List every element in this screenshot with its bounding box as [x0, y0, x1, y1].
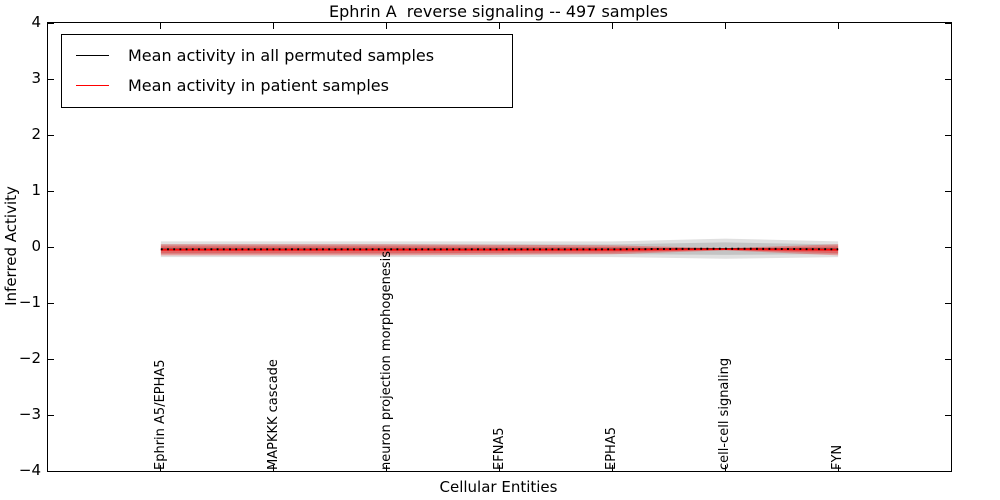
y-tick-right	[945, 134, 951, 136]
y-tick-label: 1	[31, 181, 41, 199]
y-tick-left	[48, 358, 54, 360]
x-tick-top	[386, 23, 388, 29]
chart-title: Ephrin A reverse signaling -- 497 sample…	[329, 2, 668, 21]
x-tick-bottom	[273, 465, 275, 471]
x-tick-top	[499, 23, 500, 29]
x-tick-top	[724, 23, 726, 29]
legend-label: Mean activity in all permuted samples	[128, 45, 435, 65]
x-category-label: EFNA5	[491, 427, 507, 470]
y-tick-right	[945, 22, 951, 24]
y-tick-right	[945, 358, 951, 360]
y-tick-right	[945, 302, 951, 304]
mean-line-patient	[160, 248, 839, 251]
x-category-label: neuron projection morphogenesis	[378, 251, 394, 470]
x-tick-top	[611, 23, 613, 29]
y-tick-label: 4	[31, 13, 41, 31]
plot-area: Mean activity in all permuted samples Me…	[47, 22, 952, 472]
chart-canvas	[160, 238, 839, 259]
x-tick-top	[273, 23, 275, 29]
x-tick-bottom	[386, 465, 388, 471]
y-tick-left	[48, 246, 54, 248]
y-tick-label: 2	[31, 125, 41, 143]
y-tick-right	[945, 470, 951, 472]
x-tick-bottom	[837, 465, 839, 471]
y-tick-left	[48, 414, 54, 416]
x-category-label: MAPKKK cascade	[265, 359, 281, 470]
y-tick-right	[945, 190, 951, 192]
y-tick-left	[48, 22, 54, 24]
mean-line-permuted-dotted	[160, 247, 839, 251]
y-tick-right	[945, 246, 951, 248]
x-tick-top	[160, 23, 162, 29]
y-tick-label: −4	[18, 461, 41, 479]
y-tick-label: −1	[18, 293, 41, 311]
x-tick-bottom	[160, 465, 162, 471]
legend-line-swatch-red	[76, 84, 109, 86]
band-permuted	[160, 238, 839, 259]
legend-entry-patient: Mean activity in patient samples	[62, 70, 512, 100]
y-tick-label: 3	[31, 69, 41, 87]
y-tick-left	[48, 190, 54, 192]
x-category-label: EPHA5	[604, 427, 620, 470]
y-tick-label: −3	[18, 405, 41, 423]
x-category-label: Ephrin A5/EPHA5	[152, 359, 168, 470]
y-tick-left	[48, 78, 54, 80]
y-tick-label: −2	[18, 349, 41, 367]
y-tick-left	[48, 470, 54, 472]
x-category-label: cell-cell signaling	[717, 357, 733, 470]
x-tick-bottom	[611, 465, 613, 471]
legend: Mean activity in all permuted samples Me…	[61, 34, 513, 108]
legend-label: Mean activity in patient samples	[128, 75, 389, 95]
band-permuted	[160, 242, 839, 255]
x-tick-top	[837, 23, 839, 29]
x-tick-bottom	[724, 465, 726, 471]
legend-line-swatch-black	[76, 54, 109, 56]
x-axis-title: Cellular Entities	[439, 478, 558, 496]
x-category-label: FYN	[830, 444, 846, 470]
y-tick-right	[945, 414, 951, 416]
y-tick-right	[945, 78, 951, 80]
legend-entry-permuted: Mean activity in all permuted samples	[62, 40, 512, 70]
y-tick-left	[48, 302, 54, 304]
y-tick-left	[48, 134, 54, 136]
x-tick-bottom	[499, 465, 500, 471]
y-tick-label: 0	[31, 237, 41, 255]
